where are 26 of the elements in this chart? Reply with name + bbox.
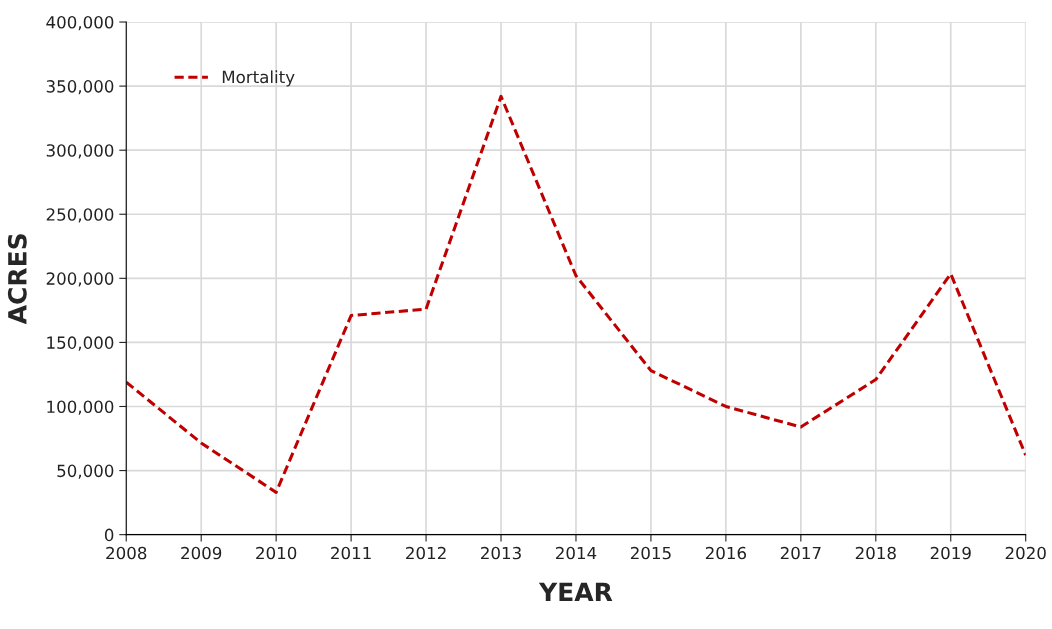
x-tick-label: 2014	[555, 546, 597, 560]
y-tick-label: 250,000	[46, 208, 114, 223]
y-tick-label: 200,000	[46, 272, 114, 287]
y-tick-label: 100,000	[47, 400, 114, 415]
x-tick-label: 2013	[481, 546, 521, 560]
x-tick-label: 2018	[855, 546, 896, 560]
x-axis-title: YEAR	[538, 582, 613, 602]
x-tick-label: 2016	[705, 546, 747, 560]
y-tick-label: 150,000	[47, 336, 114, 351]
x-tick-label: 2011	[331, 546, 371, 560]
x-tick-label: 2020	[1005, 546, 1046, 560]
y-tick-label: 350,000	[46, 80, 114, 95]
x-tick-label: 2009	[181, 546, 222, 560]
x-tick-label: 2019	[930, 546, 971, 560]
y-axis-title: ACRES	[7, 234, 27, 325]
y-tick-label: 0	[104, 528, 114, 542]
legend-label: Mortality	[222, 70, 295, 87]
y-tick-label: 300,000	[46, 144, 114, 159]
y-tick-label: 400,000	[46, 15, 114, 31]
x-tick-label: 2010	[256, 546, 297, 560]
x-tick-label: 2012	[406, 546, 446, 560]
x-tick-label: 2017	[780, 546, 821, 560]
y-tick-label: 50,000	[57, 464, 114, 479]
x-tick-label: 2008	[106, 546, 147, 560]
x-tick-label: 2015	[630, 546, 671, 560]
line-series	[126, 94, 1026, 494]
